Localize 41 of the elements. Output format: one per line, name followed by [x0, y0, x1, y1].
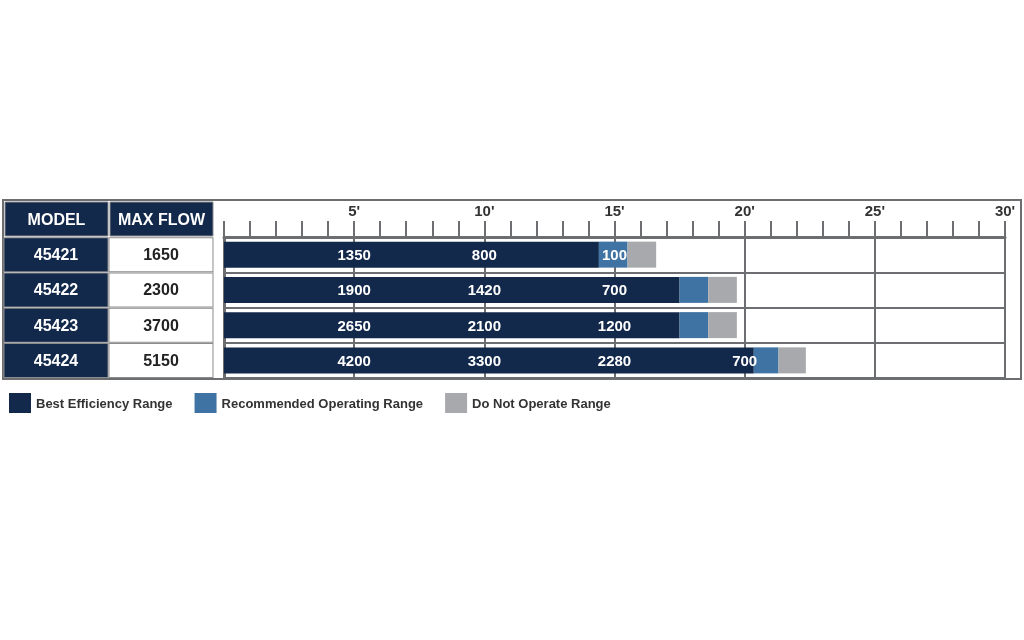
- y-tick-label: 45424: [33, 351, 79, 369]
- y-axis-title: MODEL: [27, 210, 86, 228]
- bar: [627, 241, 657, 268]
- annotation: 700: [732, 351, 758, 369]
- y2-axis-title: MAX FLOW: [117, 210, 206, 228]
- annotation: 1200: [597, 316, 632, 334]
- bar: [778, 347, 806, 374]
- annotation: 2650: [337, 316, 371, 334]
- annotation: 4200: [337, 351, 371, 369]
- bar: [679, 276, 709, 303]
- annotation: 3300: [467, 351, 502, 369]
- y-tick-label: 45423: [33, 316, 79, 334]
- annotation: 2280: [597, 351, 632, 369]
- y2-tick-label: 3700: [143, 316, 179, 334]
- x-tick-label: 15': [604, 202, 625, 219]
- bar: [224, 276, 680, 303]
- bar: [224, 312, 680, 339]
- x-tick-label: 10': [474, 202, 495, 219]
- y-tick-label: 45421: [33, 246, 79, 264]
- bar: [224, 241, 599, 268]
- y2-tick-label: 1650: [143, 246, 179, 264]
- annotation: 700: [601, 281, 628, 299]
- x-tick-label: 20': [734, 202, 755, 219]
- bar: [679, 312, 709, 339]
- x-tick-label: 5': [348, 202, 361, 219]
- legend-label: Best Efficiency Range: [36, 395, 173, 411]
- x-tick-label: 25': [864, 202, 885, 219]
- annotation: 1350: [337, 246, 371, 264]
- annotation: 1900: [337, 281, 371, 299]
- legend-label: Do Not Operate Range: [472, 395, 611, 411]
- bar: [708, 276, 737, 303]
- y-tick-label: 45422: [33, 281, 79, 299]
- annotation: 2100: [467, 316, 502, 334]
- y2-tick-label: 5150: [143, 351, 179, 369]
- x-tick-label: 30': [994, 202, 1016, 219]
- bar: [708, 312, 737, 339]
- annotation: 800: [471, 246, 497, 264]
- annotation: 1420: [467, 281, 502, 299]
- y2-tick-label: 2300: [143, 281, 179, 299]
- legend-label: Recommended Operating Range: [221, 395, 424, 411]
- annotation: 100: [601, 246, 628, 264]
